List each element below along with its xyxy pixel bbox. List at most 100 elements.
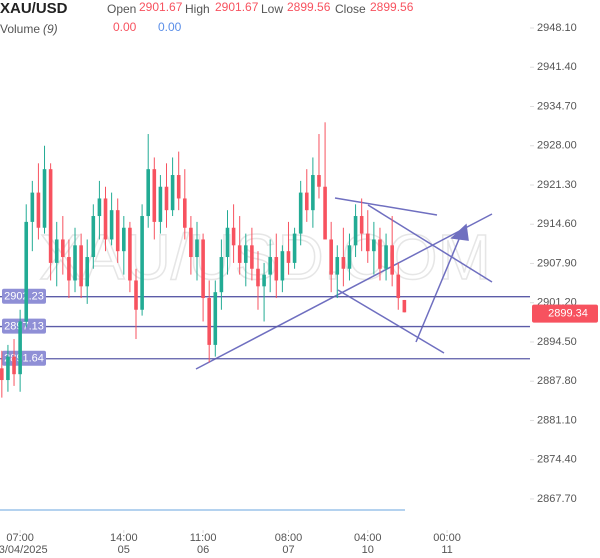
candle-body [329,239,333,275]
ohlc-value: 2899.56 [287,0,331,14]
x-tick-label: 04:00 [354,532,382,544]
ohlc-value: 2901.67 [139,0,183,14]
candle-body [201,239,205,299]
candle-body [353,216,358,246]
ohlc-label: Close [335,2,366,16]
arrow-head [450,223,469,241]
candle-body [189,227,193,258]
candle-body [365,233,370,252]
candle-body [250,245,254,269]
candle-body [24,221,29,322]
trend-line [334,197,438,216]
y-tick-label: 2914.60 [537,218,577,230]
y-tick-label: 2934.70 [537,100,577,112]
candle-body [219,257,224,293]
candle-body [54,239,59,263]
candle-body [0,368,4,381]
y-tick-label: 2887.80 [537,375,577,387]
candle-body [298,192,303,234]
ohlc-value: 2899.56 [370,0,414,14]
candle-body [359,216,364,234]
candle-body [6,356,10,381]
candle-body [317,175,321,187]
candle-body [152,169,157,222]
x-tick-label: 11:00 [190,532,217,544]
candle-body [207,298,211,345]
candle-body [73,245,77,281]
candle-body [268,257,272,275]
volume-period: (9) [43,22,58,36]
candle-body [195,239,199,258]
candle-body [335,257,340,275]
trend-line [195,213,493,370]
candle-body [158,186,163,222]
candle-body [91,216,96,258]
candle-body [323,186,327,240]
candle-body [85,257,90,287]
level-label: 2897.13 [4,320,44,332]
x-tick-label: 07:00 [6,532,34,544]
level-label: 2891.64 [4,353,44,365]
candle-body [18,321,22,375]
trend-line [337,289,445,354]
y-tick-label: 2867.70 [537,493,577,505]
candle-body [48,169,53,263]
ohlc-label: High [185,2,210,16]
candle-body [42,169,47,228]
y-tick-label: 2907.90 [537,257,577,269]
candle-body [243,245,248,263]
x-tick-sublabel: 05 [118,544,130,556]
candle-body [109,210,114,240]
candle-body [30,192,35,222]
candle-body [146,169,151,217]
candle-body [61,239,65,258]
volume-label: Volume [0,22,40,36]
last-price-label: 2899.34 [548,308,588,320]
level-badge [2,318,46,334]
candle-body [176,175,181,199]
x-tick-label: 00:00 [433,532,461,544]
y-tick-label: 2941.40 [537,61,577,73]
symbol-title: XAU/USD [0,0,68,17]
candle-body [79,245,83,287]
candle-body [182,198,187,228]
candle-body [36,192,41,228]
candle-body [286,251,291,263]
drawings [195,197,493,370]
y-tick-label: 2874.40 [537,454,577,466]
candle-body [12,356,16,375]
arrow-line [415,231,463,343]
candle-body [103,198,108,240]
candle-body [67,257,71,281]
x-tick-sublabel: 11 [441,544,452,556]
candle-body [292,233,297,263]
volume-value: 0.00 [113,20,137,34]
candle-body [122,227,126,252]
candle-body [237,245,242,263]
candle-body [134,280,138,310]
candle-body [280,251,285,281]
candle-body [170,175,175,211]
ohlc-label: Low [261,2,283,16]
level-badge [2,288,46,304]
candle-body [274,257,279,281]
candle-body [262,274,266,287]
trend-line [367,204,493,283]
ohlc-label: Open [107,2,136,16]
candle-body [225,227,230,258]
candle-body [311,175,315,211]
candle-body [341,257,346,269]
level-label: 2902.23 [4,291,44,303]
x-tick-sublabel: 10 [362,544,374,556]
candle-body [390,245,394,275]
y-tick-label: 2894.50 [537,336,577,348]
x-tick-sublabel: 06 [197,544,209,556]
candle-body [115,210,120,252]
candle-body [304,192,309,211]
volume-value: 0.00 [158,20,182,34]
y-tick-label: 2928.00 [537,140,577,152]
candle-body [402,299,407,313]
candle-body [372,239,376,252]
y-tick-label: 2948.10 [537,22,577,34]
